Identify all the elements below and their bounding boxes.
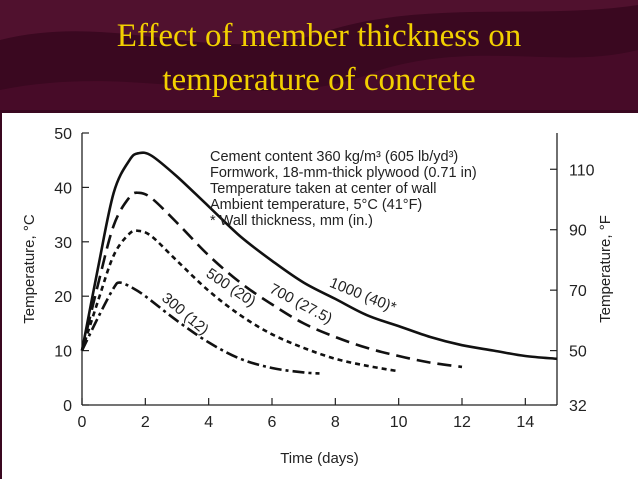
y-tick-label: 50 (54, 126, 72, 143)
x-axis-label: Time (days) (280, 450, 359, 467)
series-line-1 (80, 151, 558, 361)
y-tick-label: 30 (54, 235, 72, 252)
series-label-1: 1000 (40)* (327, 274, 398, 316)
legend-note-3: Temperature taken at center of wall (210, 181, 436, 197)
y-tick-label: 40 (54, 180, 72, 197)
series-label-2: 700 (27.5) (267, 280, 335, 327)
chart-axes: 0 2 4 6 8 10 12 14 0 10 20 30 40 50 32 50 70 90 110 Time (d… (21, 126, 614, 467)
x-tick-label: 0 (78, 414, 87, 431)
legend-note-4: Ambient temperature, 5°C (41°F) (210, 197, 422, 213)
y-tick-label: 20 (54, 289, 72, 306)
y-right-tick-label: 70 (569, 283, 587, 300)
y-axis-label: Temperature, °C (21, 214, 38, 324)
y-tick-label: 0 (63, 398, 72, 415)
temperature-chart: 0 2 4 6 8 10 12 14 0 10 20 30 40 50 32 50 70 90 110 Time (d… (21, 126, 614, 467)
y-right-tick-label: 32 (569, 398, 587, 415)
x-tick-label: 2 (141, 414, 150, 431)
chart-series (80, 151, 558, 375)
series-line-4 (80, 281, 320, 375)
x-tick-label: 8 (331, 414, 340, 431)
legend-note-1: Cement content 360 kg/m³ (605 lb/yd³) (210, 149, 458, 165)
series-label-3: 500 (20) (203, 265, 259, 310)
series-line-3 (80, 229, 399, 373)
y-right-tick-label: 50 (569, 344, 587, 361)
x-tick-label: 6 (268, 414, 277, 431)
slide-title: Effect of member thickness on temperatur… (0, 14, 638, 102)
legend-note-5: * Wall thickness, mm (in.) (210, 213, 373, 229)
series-line-2 (80, 191, 463, 369)
series-label-4: 300 (12) (158, 290, 212, 339)
y-right-tick-label: 110 (569, 162, 595, 179)
slide-title-line-2: temperature of concrete (162, 62, 476, 98)
slide-title-line-1: Effect of member thickness on (116, 18, 522, 54)
chart-legend-notes: Cement content 360 kg/m³ (605 lb/yd³)For… (210, 149, 477, 229)
y-tick-label: 10 (54, 344, 72, 361)
y-right-tick-label: 90 (569, 223, 587, 240)
x-tick-label: 4 (204, 414, 213, 431)
x-tick-label: 14 (516, 414, 534, 431)
chart-panel: 0 2 4 6 8 10 12 14 0 10 20 30 40 50 32 50 70 90 110 Time (d… (2, 113, 638, 479)
y-axis-label-right: Temperature, °F (597, 215, 614, 323)
legend-note-2: Formwork, 18-mm-thick plywood (0.71 in) (210, 165, 477, 181)
x-tick-label: 12 (453, 414, 471, 431)
x-tick-label: 10 (390, 414, 408, 431)
